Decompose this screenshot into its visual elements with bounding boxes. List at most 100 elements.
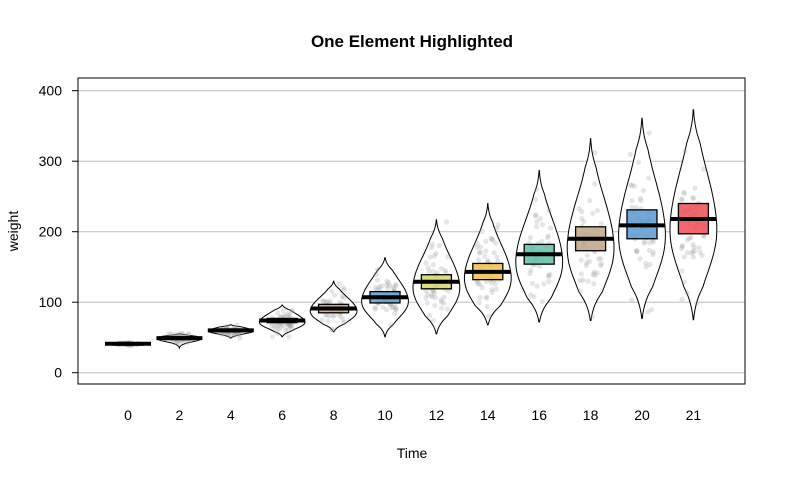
- data-point: [701, 233, 707, 239]
- data-point: [493, 240, 499, 246]
- data-point: [179, 331, 185, 337]
- data-point: [634, 248, 640, 254]
- data-point: [493, 286, 499, 292]
- data-point: [650, 249, 656, 255]
- data-point: [275, 310, 281, 316]
- data-point: [479, 285, 485, 291]
- data-point: [686, 235, 693, 241]
- data-point: [332, 292, 338, 298]
- data-point: [545, 273, 552, 279]
- x-tick-label: 16: [531, 407, 547, 423]
- data-point: [290, 308, 296, 314]
- data-point: [584, 260, 590, 266]
- data-point: [392, 310, 398, 317]
- data-point: [486, 313, 492, 319]
- data-point: [679, 197, 685, 203]
- data-point: [392, 282, 399, 288]
- data-point: [432, 302, 438, 308]
- data-point: [423, 260, 429, 266]
- data-point: [429, 244, 435, 251]
- data-point: [184, 339, 190, 345]
- data-point: [679, 245, 685, 252]
- chart-title: One Element Highlighted: [311, 32, 513, 51]
- data-point: [443, 269, 449, 276]
- data-point: [476, 250, 482, 256]
- data-point: [637, 195, 644, 202]
- data-point: [589, 314, 596, 320]
- data-point: [340, 295, 347, 301]
- data-point: [483, 238, 489, 244]
- data-point: [576, 206, 582, 212]
- data-point: [545, 233, 552, 239]
- data-point: [390, 284, 396, 290]
- data-point: [699, 252, 705, 259]
- data-point: [393, 307, 399, 313]
- data-point: [444, 219, 450, 225]
- data-point: [539, 299, 546, 305]
- data-point: [489, 289, 495, 295]
- data-point: [547, 272, 553, 278]
- data-point: [646, 247, 652, 253]
- data-point: [637, 256, 643, 262]
- x-tick-label: 2: [176, 407, 184, 423]
- data-point: [594, 270, 600, 276]
- data-point: [578, 257, 584, 263]
- data-point: [690, 195, 696, 201]
- data-point: [373, 271, 379, 277]
- data-point: [541, 281, 547, 287]
- data-point: [584, 253, 590, 259]
- data-point: [281, 312, 287, 318]
- data-point: [319, 298, 325, 304]
- data-point: [681, 279, 688, 285]
- data-point: [690, 249, 696, 255]
- x-axis-label: Time: [397, 445, 428, 461]
- data-point: [592, 150, 598, 156]
- data-point: [477, 249, 483, 255]
- x-tick-label: 8: [330, 407, 338, 423]
- data-point: [628, 182, 634, 188]
- data-point: [679, 196, 685, 202]
- data-point: [477, 281, 483, 287]
- data-point: [269, 334, 276, 340]
- data-point: [534, 224, 540, 230]
- data-point: [598, 261, 605, 267]
- data-point: [534, 186, 540, 192]
- data-point: [681, 189, 687, 195]
- data-point: [690, 241, 696, 248]
- data-point: [633, 205, 639, 211]
- data-point: [484, 303, 490, 309]
- x-axis: 0 2 4 6 8 10 12 14 16 18 20 21: [124, 407, 701, 423]
- data-point: [174, 339, 180, 346]
- data-point: [438, 266, 444, 272]
- data-point: [178, 332, 184, 338]
- data-point: [177, 341, 183, 347]
- data-point: [442, 267, 448, 273]
- data-point: [694, 300, 700, 306]
- data-point: [646, 240, 653, 246]
- data-point: [494, 225, 500, 231]
- data-point: [386, 280, 392, 286]
- data-point: [424, 291, 430, 298]
- data-point: [531, 294, 537, 300]
- data-point: [331, 312, 338, 318]
- data-point: [474, 244, 480, 250]
- data-point: [529, 280, 536, 287]
- data-point: [441, 294, 447, 300]
- data-point: [379, 283, 385, 289]
- data-point: [431, 253, 438, 259]
- data-point: [384, 278, 390, 284]
- data-point: [587, 258, 593, 264]
- data-point: [579, 209, 585, 215]
- data-point: [629, 204, 635, 210]
- data-point: [423, 288, 429, 294]
- data-point: [340, 285, 347, 291]
- x-tick-label: 4: [227, 407, 235, 423]
- data-point: [432, 295, 438, 301]
- data-point: [438, 297, 444, 303]
- data-point: [697, 249, 703, 255]
- data-point: [168, 331, 174, 337]
- y-tick-label: 400: [39, 83, 63, 99]
- data-point: [280, 307, 286, 313]
- x-tick-label: 20: [634, 407, 650, 423]
- data-point: [385, 285, 391, 291]
